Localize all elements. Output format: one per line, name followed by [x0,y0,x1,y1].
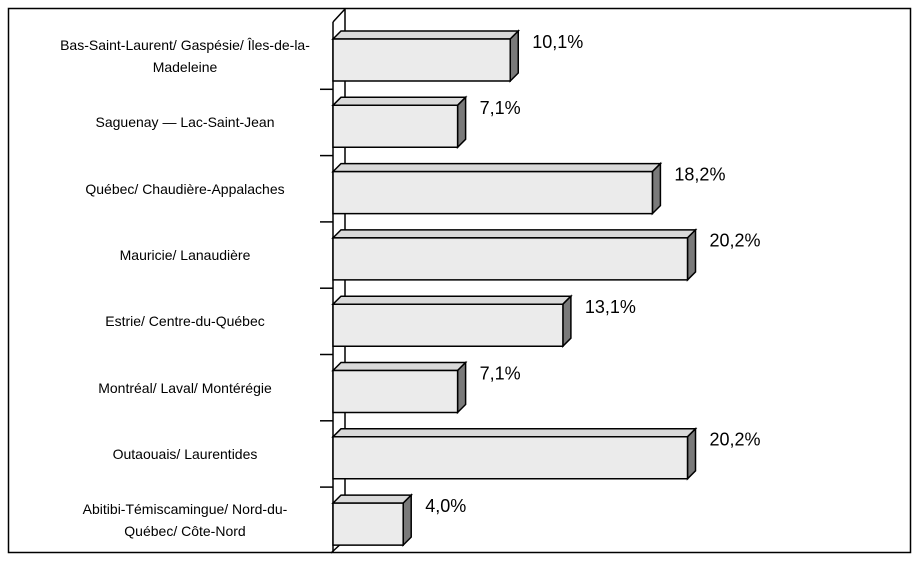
bar-face [331,494,414,504]
bar-face [456,95,467,150]
frame [7,7,912,554]
bar [331,29,521,83]
bar [331,161,663,216]
bar-face [456,360,467,415]
bar-face [686,426,697,481]
bar [331,360,468,415]
bar-face [332,502,404,546]
bar-face [562,294,572,349]
bar-face [331,295,573,305]
bar-face [332,104,459,149]
category-label: Bas-Saint-Laurent/ Gaspésie/ Îles-de-la-… [60,37,310,75]
category-label: Québec/ Chaudière-Appalaches [85,180,285,197]
data-label: 20,2% [710,430,761,450]
data-label: 7,1% [480,98,521,118]
data-label: 10,1% [532,32,583,52]
category-label: Mauricie/ Lanaudière [119,246,251,263]
bar-face [332,237,689,281]
data-label: 13,1% [585,297,636,317]
data-label: 18,2% [674,164,725,184]
bar [331,294,573,349]
bar-face [331,361,468,372]
category-label: Abitibi-Témiscamingue/ Nord-du-Québec/ C… [82,501,288,540]
bar [331,95,468,150]
bar-face [332,38,512,82]
bar-face [331,428,698,438]
bar-face [332,170,654,215]
bar-face [402,493,412,547]
bar-face [331,162,663,173]
bar-face [331,96,468,107]
bar [331,228,698,282]
data-label: 4,0% [425,496,466,516]
bar-face [332,303,564,347]
bar-face [332,369,459,414]
bar-face [331,30,521,40]
category-label: Saguenay — Lac-Saint-Jean [95,114,275,131]
category-label: Montréal/ Laval/ Montérégie [98,379,272,396]
data-label: 20,2% [710,231,761,251]
bar [331,493,414,547]
bar-face [651,161,662,216]
data-label: 7,1% [480,363,521,383]
bar-face [509,29,520,83]
bar-face [331,229,698,239]
bar-face [332,436,689,480]
bar [331,426,698,481]
category-label: Outaouais/ Laurentides [112,445,258,462]
category-label: Estrie/ Centre-du-Québec [105,313,265,330]
bar-face [686,228,697,282]
